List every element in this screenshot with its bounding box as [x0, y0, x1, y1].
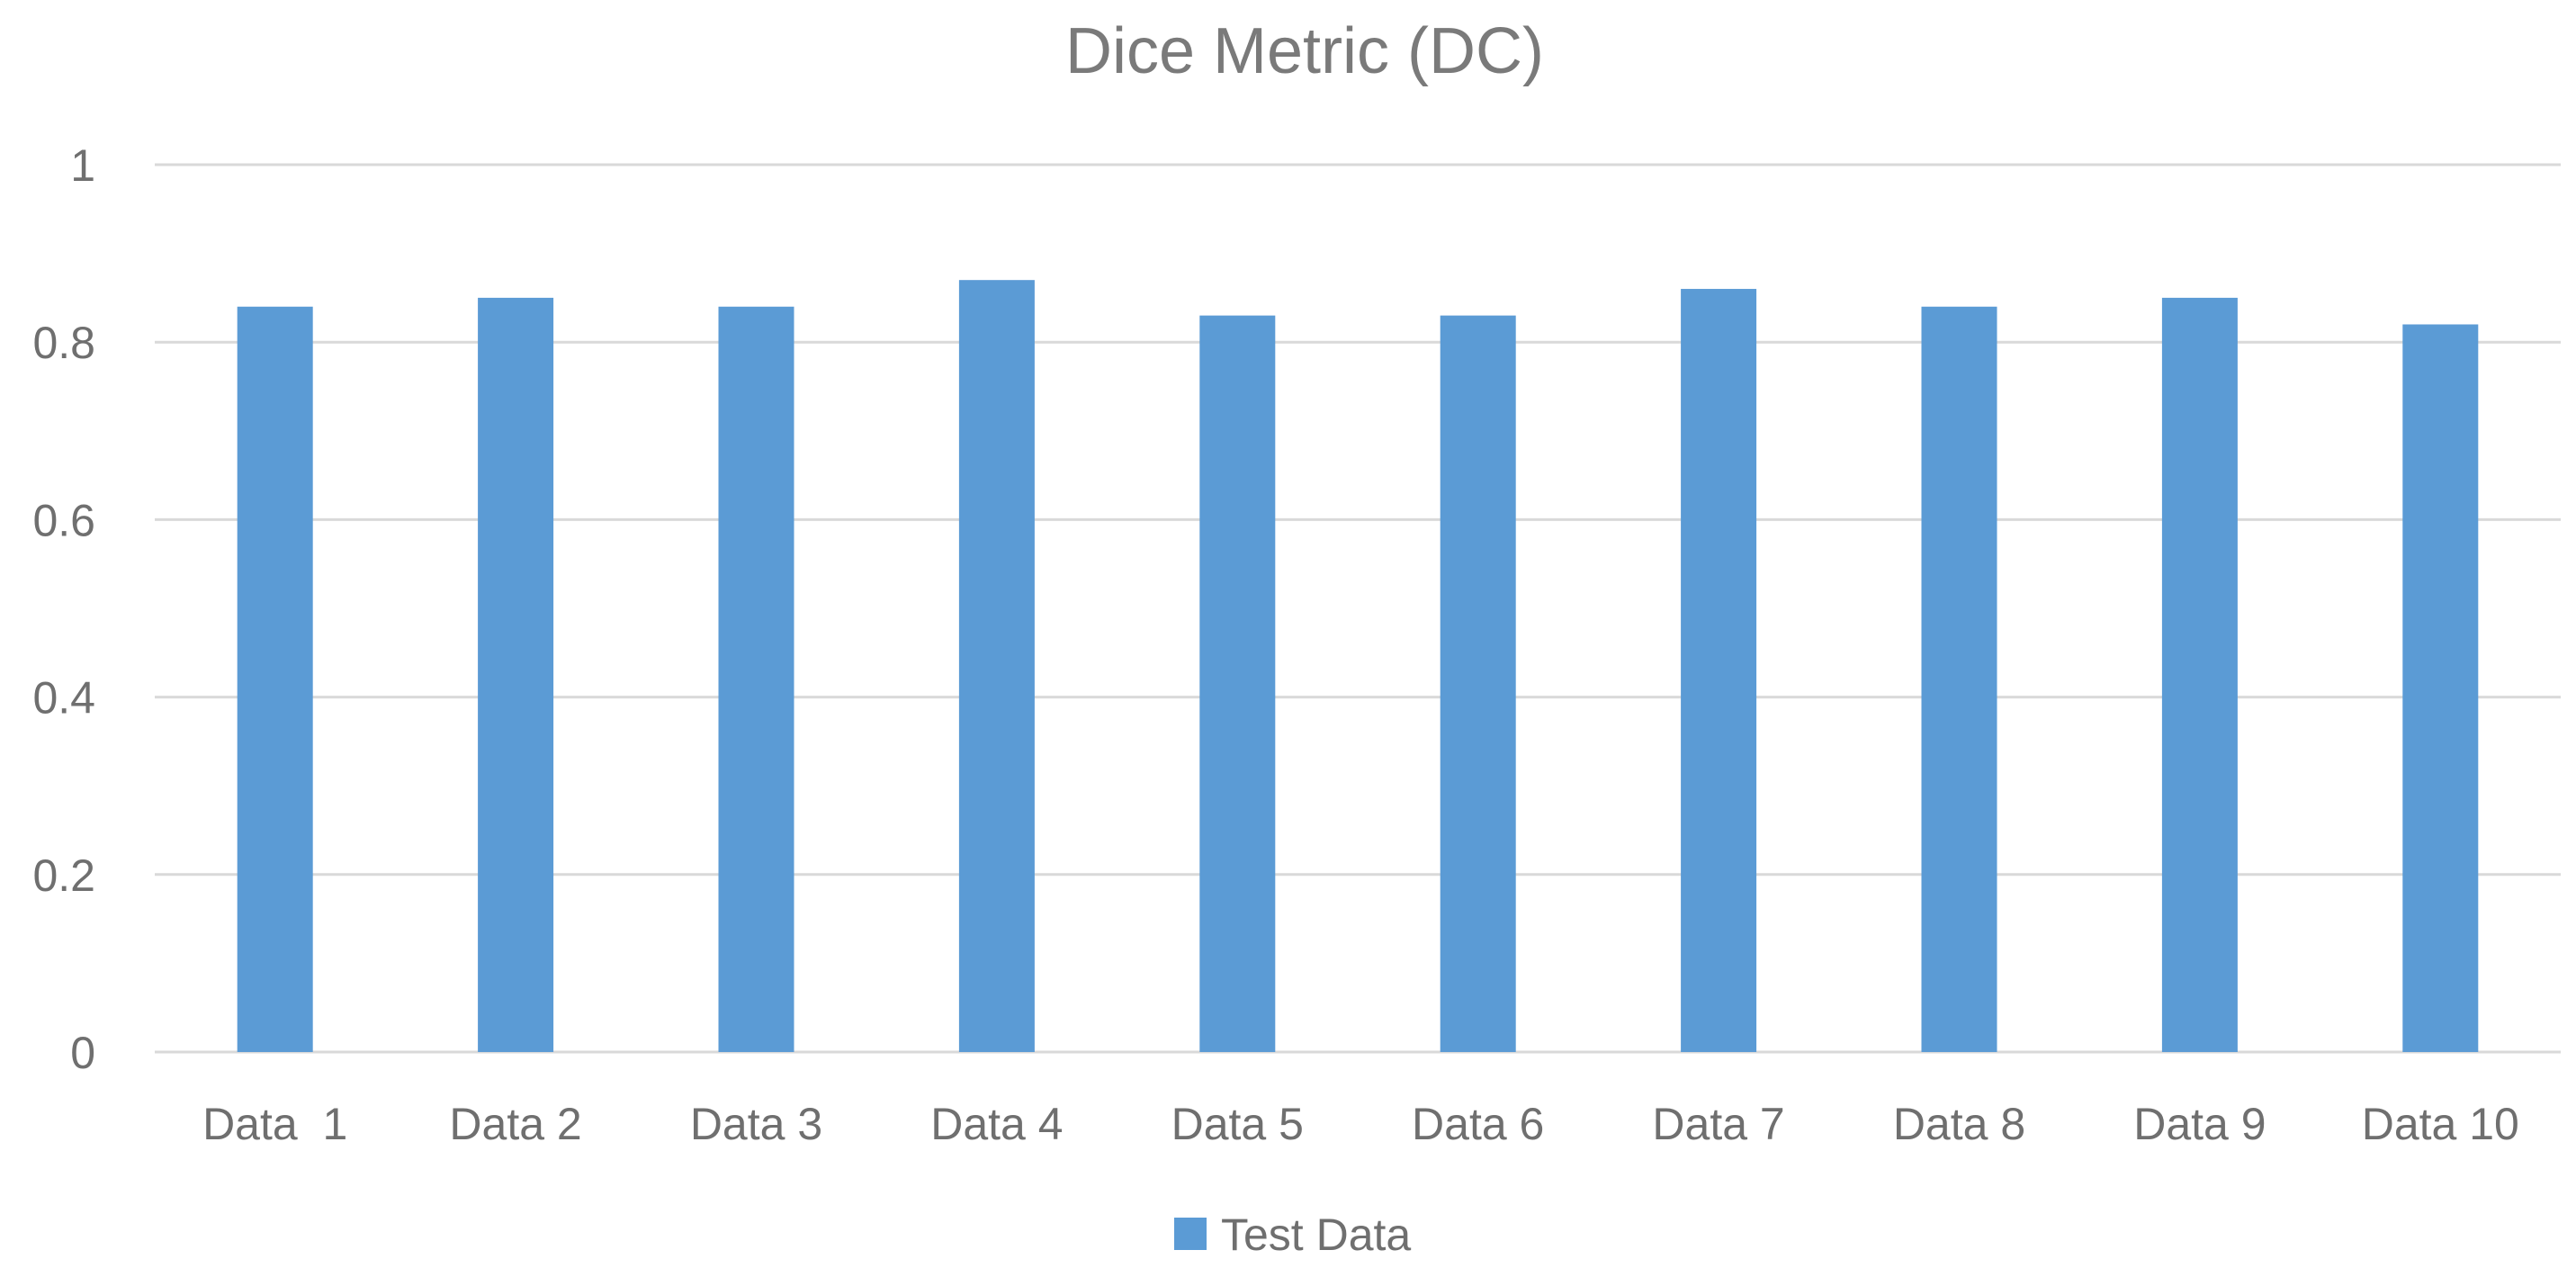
bar-6	[1440, 315, 1516, 1052]
x-tick-label: Data 10	[2362, 1099, 2519, 1149]
x-tick-label: Data 9	[2133, 1099, 2266, 1149]
y-tick-label: 0.8	[32, 318, 95, 368]
legend-label-test-data: Test Data	[1221, 1210, 1411, 1260]
x-tick-label: Data 8	[1893, 1099, 2025, 1149]
x-tick-label: Data 4	[930, 1099, 1063, 1149]
bar-8	[1921, 306, 1997, 1052]
legend-swatch-test-data	[1174, 1218, 1207, 1250]
x-tick-label: Data 5	[1171, 1099, 1304, 1149]
bar-5	[1199, 315, 1276, 1052]
bar-2	[478, 297, 554, 1052]
x-tick-label: Data 3	[690, 1099, 822, 1149]
bar-3	[718, 306, 794, 1052]
bar-series-test-data	[237, 280, 2479, 1053]
x-tick-label: Data 6	[1412, 1099, 1544, 1149]
chart-title: Dice Metric (DC)	[1065, 15, 1544, 87]
bar-10	[2402, 324, 2479, 1053]
gridlines	[155, 163, 2561, 1054]
y-tick-label: 1	[70, 140, 95, 191]
x-tick-label: Data 1	[202, 1099, 347, 1149]
bar-4	[958, 280, 1035, 1052]
x-axis-tick-labels: Data 1 Data 2 Data 3 Data 4 Data 5 Data 6 Data…	[202, 1099, 2519, 1149]
x-tick-label: Data 2	[449, 1099, 581, 1149]
bar-9	[2161, 297, 2238, 1052]
y-tick-label: 0	[70, 1028, 95, 1078]
y-tick-label: 0.4	[32, 673, 95, 724]
bar-7	[1681, 289, 1757, 1052]
y-axis-tick-labels: 0 0.2 0.4 0.6 0.8 1	[32, 140, 95, 1078]
bar-1	[237, 306, 313, 1052]
y-tick-label: 0.6	[32, 495, 95, 545]
y-tick-label: 0.2	[32, 850, 95, 901]
x-tick-label: Data 7	[1652, 1099, 1784, 1149]
legend: Test Data	[1174, 1210, 1411, 1260]
